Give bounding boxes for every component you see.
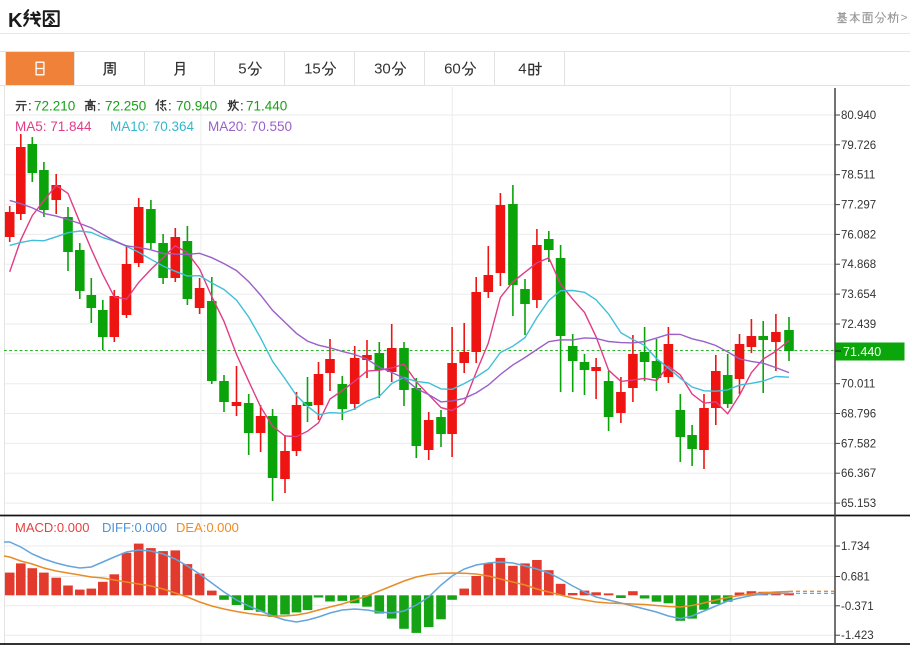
svg-text:66.367: 66.367 [841,468,876,480]
svg-text:71.440: 71.440 [246,99,287,114]
svg-text:1.734: 1.734 [841,541,870,553]
svg-text:0.681: 0.681 [841,572,870,584]
svg-text:DEA:0.000: DEA:0.000 [176,520,239,535]
svg-text:MACD:0.000: MACD:0.000 [15,520,89,535]
svg-text:MA20: 70.550: MA20: 70.550 [208,119,292,134]
svg-text:76.082: 76.082 [841,229,876,241]
svg-text:77.297: 77.297 [841,200,876,212]
svg-text:68.796: 68.796 [841,409,876,421]
svg-text:73.654: 73.654 [841,289,877,301]
svg-text:-1.423: -1.423 [841,630,874,642]
svg-text:72.210: 72.210 [34,99,75,114]
svg-text:72.439: 72.439 [841,319,876,331]
svg-text:67.582: 67.582 [841,438,876,450]
svg-text:70.011: 70.011 [841,379,875,391]
svg-text:78.511: 78.511 [841,170,875,182]
svg-text:65.153: 65.153 [841,498,876,510]
svg-text:80.940: 80.940 [841,110,876,122]
svg-text:79.726: 79.726 [841,140,876,152]
svg-text::: : [97,99,101,114]
svg-text:MA5: 71.844: MA5: 71.844 [15,119,92,134]
svg-text:72.250: 72.250 [105,99,146,114]
svg-text:DIFF:0.000: DIFF:0.000 [102,520,167,535]
svg-text::: : [168,99,172,114]
svg-text::: : [28,99,32,114]
svg-text:-0.371: -0.371 [841,601,874,613]
svg-text::: : [240,99,244,114]
svg-text:70.940: 70.940 [176,99,217,114]
svg-text:71.440: 71.440 [843,345,881,359]
svg-text:74.868: 74.868 [841,259,876,271]
svg-text:MA10: 70.364: MA10: 70.364 [110,119,195,134]
